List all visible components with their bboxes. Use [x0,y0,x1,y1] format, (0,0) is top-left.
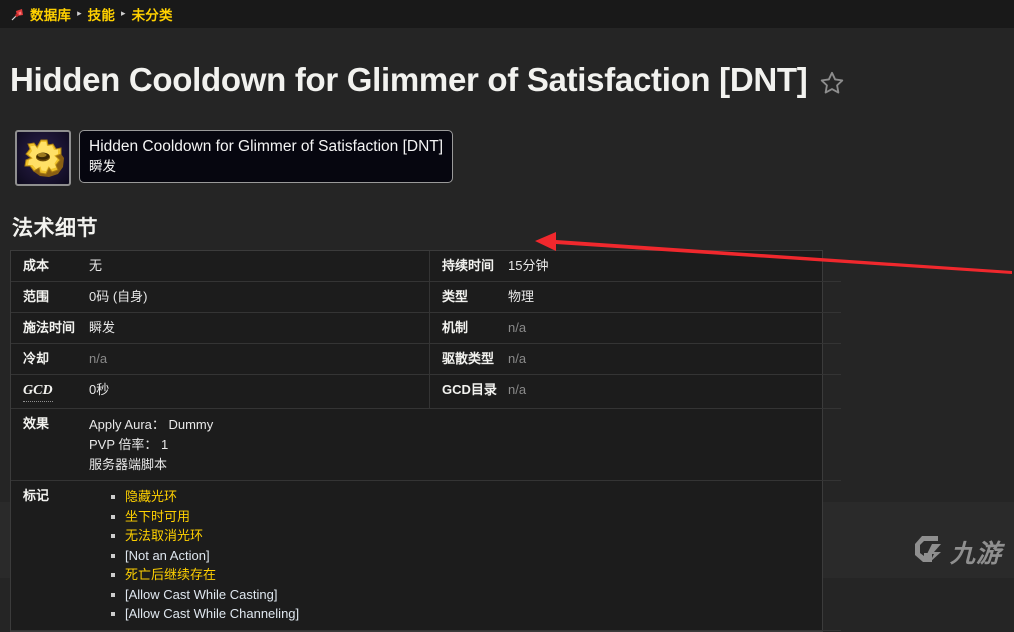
breadcrumb-item-spells[interactable]: 技能 [88,4,115,24]
row-label-duration: 持续时间 [442,258,494,273]
row-label-flags: 标记 [23,488,49,503]
row-label-cooldown: 冷却 [23,351,49,366]
spell-summary: Hidden Cooldown for Glimmer of Satisfact… [0,122,1014,186]
flag-label: [Not an Action] [125,548,210,563]
list-item: 坐下时可用 [111,507,841,527]
row-value-dispel-type: n/a [508,351,526,366]
row-value-cast-time: 瞬发 [89,320,115,335]
row-label-gcd-category: GCD目录 [442,382,497,397]
watermark-text: 九游 [950,534,1002,570]
row-value-duration: 15分钟 [508,258,548,273]
row-label-cost: 成本 [23,258,49,273]
tooltip-cast-time: 瞬发 [89,157,443,176]
breadcrumb-separator-icon: ▸ [77,8,82,19]
row-label-effect: 效果 [23,416,49,431]
list-item: 隐藏光环 [111,487,841,507]
table-row: GCD 0秒 GCD目录 n/a [11,375,841,409]
pin-icon [10,6,26,22]
flag-label: [Allow Cast While Channeling] [125,606,299,621]
breadcrumb-separator-icon: ▸ [121,8,126,19]
spell-details-table: 成本 无 持续时间 15分钟 范围 0码 (自身) 类型 物理 施法时间 瞬发 … [10,250,823,632]
table-row: 冷却 n/a 驱散类型 n/a [11,344,841,375]
flag-label[interactable]: 无法取消光环 [125,528,203,543]
list-item: 死亡后继续存在 [111,565,841,585]
breadcrumb-item-uncategorized[interactable]: 未分类 [132,4,173,24]
effect-line: Apply Aura： Dummy [89,415,841,434]
row-label-gcd[interactable]: GCD [23,382,53,402]
flag-label: [Allow Cast While Casting] [125,587,277,602]
effect-line: PVP 倍率： 1 [89,435,841,454]
jiuyou-logo-icon [912,533,946,570]
list-item: [Allow Cast While Channeling] [111,604,841,624]
breadcrumb-item-database[interactable]: 数据库 [30,4,71,24]
watermark: 九游 [912,533,1002,570]
breadcrumb-bar: 数据库 ▸ 技能 ▸ 未分类 [0,0,1014,28]
list-item: [Not an Action] [111,546,841,566]
tooltip-spell-name: Hidden Cooldown for Glimmer of Satisfact… [89,136,443,157]
row-value-school: 物理 [508,289,534,304]
page-title: Hidden Cooldown for Glimmer of Satisfact… [10,60,807,100]
table-row: 施法时间 瞬发 机制 n/a [11,313,841,344]
page-header: Hidden Cooldown for Glimmer of Satisfact… [0,28,1014,122]
table-row-flags: 标记 隐藏光环 坐下时可用 无法取消光环 [Not an Action] 死亡后… [11,481,841,631]
row-value-gcd-category: n/a [508,382,526,397]
list-item: [Allow Cast While Casting] [111,585,841,605]
row-value-cost: 无 [89,258,102,273]
effect-line: 服务器端脚本 [89,455,841,474]
row-value-cooldown: n/a [89,351,107,366]
row-value-range: 0码 (自身) [89,289,148,304]
row-value-mechanic: n/a [508,320,526,335]
spell-tooltip: Hidden Cooldown for Glimmer of Satisfact… [79,130,453,183]
row-label-range: 范围 [23,289,49,304]
section-heading-spell-details: 法术细节 [0,186,1014,250]
table-row-effect: 效果 Apply Aura： Dummy PVP 倍率： 1 服务器端脚本 [11,409,841,481]
row-value-gcd: 0秒 [89,382,109,397]
flag-label[interactable]: 死亡后继续存在 [125,567,216,582]
row-label-cast-time: 施法时间 [23,320,75,335]
star-outline-icon[interactable] [819,70,845,96]
row-label-dispel-type: 驱散类型 [442,351,494,366]
list-item: 无法取消光环 [111,526,841,546]
flags-list: 隐藏光环 坐下时可用 无法取消光环 [Not an Action] 死亡后继续存… [89,487,841,624]
row-label-school: 类型 [442,289,468,304]
flag-label[interactable]: 坐下时可用 [125,509,190,524]
table-row: 成本 无 持续时间 15分钟 [11,251,841,282]
table-row: 范围 0码 (自身) 类型 物理 [11,282,841,313]
gear-icon[interactable] [15,130,71,186]
row-label-mechanic: 机制 [442,320,468,335]
flag-label[interactable]: 隐藏光环 [125,489,177,504]
